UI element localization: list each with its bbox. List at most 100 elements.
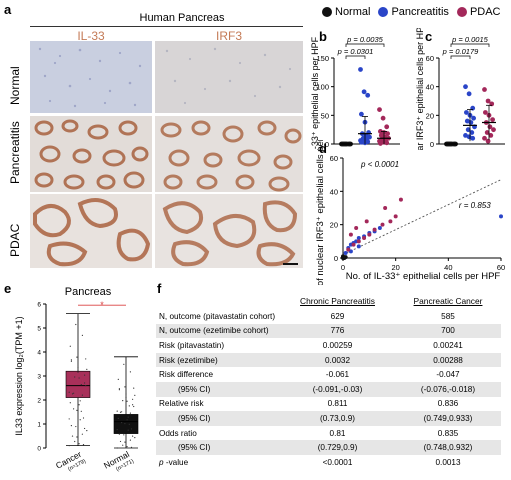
chart-e-sample-dot bbox=[126, 446, 128, 448]
micrograph-pdac-il33 bbox=[30, 194, 152, 268]
chart-c-point-pdac bbox=[491, 127, 496, 133]
chart-b-pvalue-label: p = 0.0301 bbox=[337, 47, 374, 56]
chart-e-sample-dot bbox=[123, 363, 125, 365]
chart-d-y-tick-label: 20 bbox=[330, 221, 338, 230]
chart-e-sample-dot bbox=[84, 374, 86, 376]
panel-label-d: d bbox=[319, 141, 327, 156]
chart-e-sample-dot bbox=[126, 419, 128, 421]
table-row-label: Relative risk bbox=[159, 399, 204, 409]
table-row: Odds ratio 0.81 0.835 bbox=[156, 426, 501, 441]
chart-e-sample-dot bbox=[75, 425, 77, 428]
chart-e-sample-dot bbox=[118, 433, 120, 435]
chart-c-point-pdac bbox=[483, 110, 488, 115]
chart-b-y-tick-label: 100 bbox=[316, 83, 329, 92]
table-cell-chronic: <0.0001 bbox=[322, 457, 353, 467]
micrograph-pancreatitis-il33 bbox=[30, 116, 152, 192]
chart-b-pvalue-bracket bbox=[345, 55, 366, 59]
chart-c-point-pancreatitis bbox=[465, 127, 471, 133]
chart-b-y-tick-label: 0 bbox=[325, 140, 329, 149]
chart-e-sample-dot bbox=[70, 424, 72, 427]
table-row: (95% CI) (0.73,0.9) (0.749,0.933) bbox=[156, 411, 501, 426]
chart-c-y-tick-label: 40 bbox=[426, 83, 434, 92]
chart-d-point-pdac bbox=[364, 219, 369, 224]
panel-label-b: b bbox=[319, 29, 327, 44]
chart-d-point-normal bbox=[341, 255, 346, 260]
chart-c-point-pancreatitis bbox=[471, 115, 476, 121]
chart-e-sample-dot bbox=[80, 410, 82, 412]
chart-e-sample-dot bbox=[116, 447, 118, 449]
chart-c-point-pancreatitis bbox=[466, 91, 472, 97]
chart-e-sample-dot bbox=[118, 389, 120, 391]
chart-d-point-pdac bbox=[393, 214, 398, 219]
table-row-label: (95% CI) bbox=[156, 440, 280, 455]
chart-e-sample-dot bbox=[122, 400, 124, 402]
chart-b-point-pdac bbox=[380, 115, 386, 121]
chart-e-sample-dot bbox=[119, 440, 122, 443]
chart-e-sample-dot bbox=[125, 393, 127, 395]
row-label-pancreatitis: Pancreatitis bbox=[8, 121, 22, 184]
chart-e-sample-dot bbox=[71, 435, 74, 437]
chart-e-sample-dot bbox=[86, 368, 88, 370]
chart-d-y-tick-label: 0 bbox=[334, 254, 338, 263]
chart-d-ylabel: No. of nuclear IRF3⁺ epithelial cells pe… bbox=[315, 140, 326, 285]
chart-d-point-pancreatitis bbox=[499, 214, 503, 219]
chart-e-sample-dot bbox=[73, 408, 75, 410]
chart-e-y-tick-label: 0 bbox=[37, 446, 41, 453]
table-cell-chronic: (-0.091,-0.03) bbox=[280, 381, 396, 397]
chart-e-sample-dot bbox=[81, 394, 83, 396]
chart-b-point-pancreatitis bbox=[359, 111, 364, 117]
chart-e-box-normal bbox=[113, 414, 139, 434]
row-label-normal: Normal bbox=[8, 66, 22, 105]
table-cell-cancer: 0.00241 bbox=[433, 340, 463, 350]
micrograph-normal-irf3 bbox=[155, 41, 303, 113]
chart-b-point-pancreatitis bbox=[358, 67, 363, 72]
chart-d-point-pdac bbox=[388, 219, 393, 224]
chart-e-sample-dot bbox=[132, 398, 134, 400]
chart-d-point-pdac bbox=[348, 232, 353, 237]
chart-e-sample-dot bbox=[124, 386, 126, 388]
chart-d-point-pancreatitis bbox=[343, 251, 348, 255]
chart-e-y-tick-label: 3 bbox=[37, 374, 41, 381]
chart-e-sample-dot bbox=[118, 388, 120, 390]
chart-e-sample-dot bbox=[125, 396, 127, 398]
chart-c-point-pancreatitis bbox=[470, 135, 476, 141]
chart-e-sample-dot bbox=[78, 443, 80, 445]
chart-b: No. of IL-33⁺ epithelial cells per HPF 0… bbox=[310, 35, 400, 150]
chart-e-sample-dot bbox=[133, 405, 135, 408]
chart-b-point-pdac bbox=[378, 128, 383, 134]
chart-e-sample-dot bbox=[123, 434, 125, 436]
chart-d-point-pancreatitis bbox=[356, 244, 361, 249]
table-cell-chronic: 0.0032 bbox=[280, 352, 396, 368]
chart-d-point-pdac bbox=[367, 232, 372, 237]
chart-d-point-pancreatitis bbox=[377, 226, 382, 230]
table-cell-cancer: 0.836 bbox=[437, 399, 459, 409]
chart-e-sample-dot bbox=[77, 366, 79, 369]
chart-e-sample-dot bbox=[70, 360, 72, 362]
chart-e-sample-dot bbox=[85, 384, 87, 387]
chart-b-point-pancreatitis bbox=[361, 89, 367, 95]
table-row: Risk difference -0.061 -0.047 bbox=[156, 367, 501, 382]
table-header-row: Chronic Pancreatitis Pancreatic Cancer bbox=[156, 293, 501, 309]
chart-e-sample-dot bbox=[116, 410, 118, 412]
chart-d-fit-line bbox=[342, 179, 502, 256]
chart-e-sample-dot bbox=[73, 392, 75, 394]
micrograph-pancreatitis-irf3 bbox=[155, 116, 303, 192]
chart-d-pvalue: p < 0.0001 bbox=[360, 160, 399, 169]
chart-e-sample-dot bbox=[76, 409, 78, 411]
table-cell-cancer: 700 bbox=[395, 323, 501, 339]
chart-e-sample-dot bbox=[129, 439, 131, 441]
table-cell-cancer: (0.748,0.932) bbox=[395, 440, 501, 455]
chart-d-x-tick-label: 0 bbox=[341, 263, 345, 272]
table-cell-cancer: (0.749,0.933) bbox=[395, 411, 501, 426]
chart-c-point-pancreatitis bbox=[464, 118, 470, 124]
table-header-cancer: Pancreatic Cancer bbox=[413, 296, 483, 306]
chart-c-pvalue-label: p = 0.0179 bbox=[442, 47, 479, 56]
table-cell-chronic: 629 bbox=[330, 311, 345, 321]
chart-e-sample-dot bbox=[76, 436, 78, 438]
chart-e-sample-dot bbox=[85, 358, 87, 360]
panel-label-a: a bbox=[4, 2, 12, 17]
chart-d-x-tick-label: 20 bbox=[391, 263, 399, 272]
chart-e-sample-dot bbox=[128, 423, 130, 425]
chart-c-point-pancreatitis bbox=[469, 130, 475, 135]
